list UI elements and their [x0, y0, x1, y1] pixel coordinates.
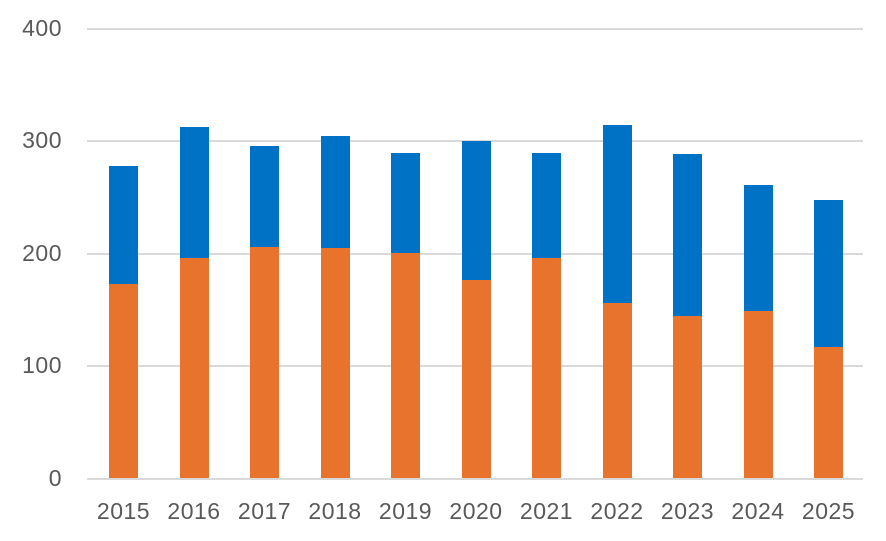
bar-2023-top-segment-blue: [673, 153, 702, 316]
bar-2022-bottom-segment-orange: [602, 303, 632, 478]
x-tick-label-2020: 2020: [449, 498, 503, 524]
bar-2023-bottom-segment-orange: [673, 315, 702, 478]
bar-2017-bottom-segment-orange: [250, 247, 279, 478]
bar-2019-bottom-segment-orange: [391, 252, 420, 478]
y-tick-label-400: 400: [22, 14, 62, 41]
x-tick-label-2016: 2016: [167, 498, 221, 524]
bar-2025-top-segment-blue: [814, 199, 843, 348]
bar-2019-top-segment-blue: [391, 152, 420, 253]
bar-2015-top-segment-blue: [109, 166, 138, 285]
x-tick-label-2025: 2025: [801, 498, 856, 524]
x-tick-label-2017: 2017: [237, 498, 292, 524]
x-tick-label-2023: 2023: [660, 498, 715, 524]
bar-2021-bottom-segment-orange: [532, 258, 561, 478]
bar-2020-top-segment-blue: [461, 141, 491, 280]
bar-2024-bottom-segment-orange: [743, 311, 773, 478]
x-tick-label-2022: 2022: [590, 498, 644, 524]
bar-2018-bottom-segment-orange: [320, 248, 350, 478]
bar-2016-bottom-segment-orange: [179, 258, 209, 478]
y-tick-label-200: 200: [22, 239, 62, 266]
x-tick-label-2019: 2019: [378, 498, 433, 524]
bar-2020-bottom-segment-orange: [461, 279, 491, 478]
bar-2018-top-segment-blue: [320, 135, 350, 249]
x-axis-baseline: [87, 478, 863, 480]
gridline-400: [87, 27, 863, 30]
bar-2017-top-segment-blue: [250, 145, 279, 248]
x-tick-label-2024: 2024: [731, 498, 785, 524]
bar-2025-bottom-segment-orange: [814, 347, 843, 478]
bar-2024-top-segment-blue: [743, 185, 773, 312]
bar-2016-top-segment-blue: [179, 126, 209, 259]
x-tick-label-2015: 2015: [96, 498, 151, 524]
gridline-300: [87, 140, 863, 143]
bar-2022-top-segment-blue: [602, 125, 632, 304]
y-tick-label-100: 100: [22, 352, 62, 379]
bar-2015-bottom-segment-orange: [109, 284, 138, 478]
x-tick-label-2021: 2021: [519, 498, 574, 524]
x-tick-label-2018: 2018: [308, 498, 362, 524]
y-tick-label-300: 300: [22, 127, 62, 154]
bar-2021-top-segment-blue: [532, 152, 561, 259]
y-tick-label-0: 0: [48, 464, 62, 491]
